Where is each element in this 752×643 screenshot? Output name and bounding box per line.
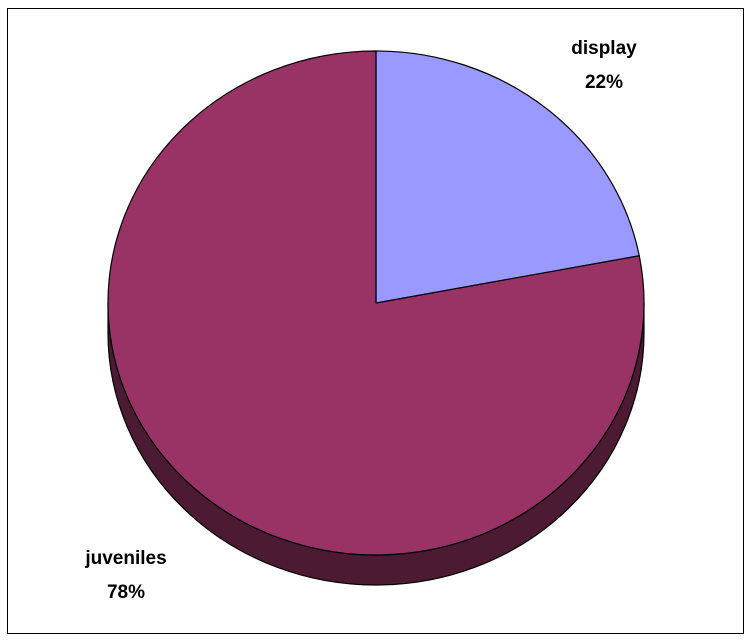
- pie-chart: display 22% juveniles 78%: [84, 38, 645, 603]
- slice-label-juveniles-percent: 78%: [107, 582, 145, 603]
- pie-slice-display: [375, 50, 640, 304]
- pie-slice-juveniles: [107, 50, 645, 556]
- pie-slices-group: [107, 50, 645, 556]
- slice-label-display-percent: 22%: [585, 72, 623, 93]
- slice-label-juveniles-name: juveniles: [84, 548, 166, 569]
- chart-area: display 22% juveniles 78%: [7, 8, 744, 634]
- slice-label-display-name: display: [571, 38, 637, 59]
